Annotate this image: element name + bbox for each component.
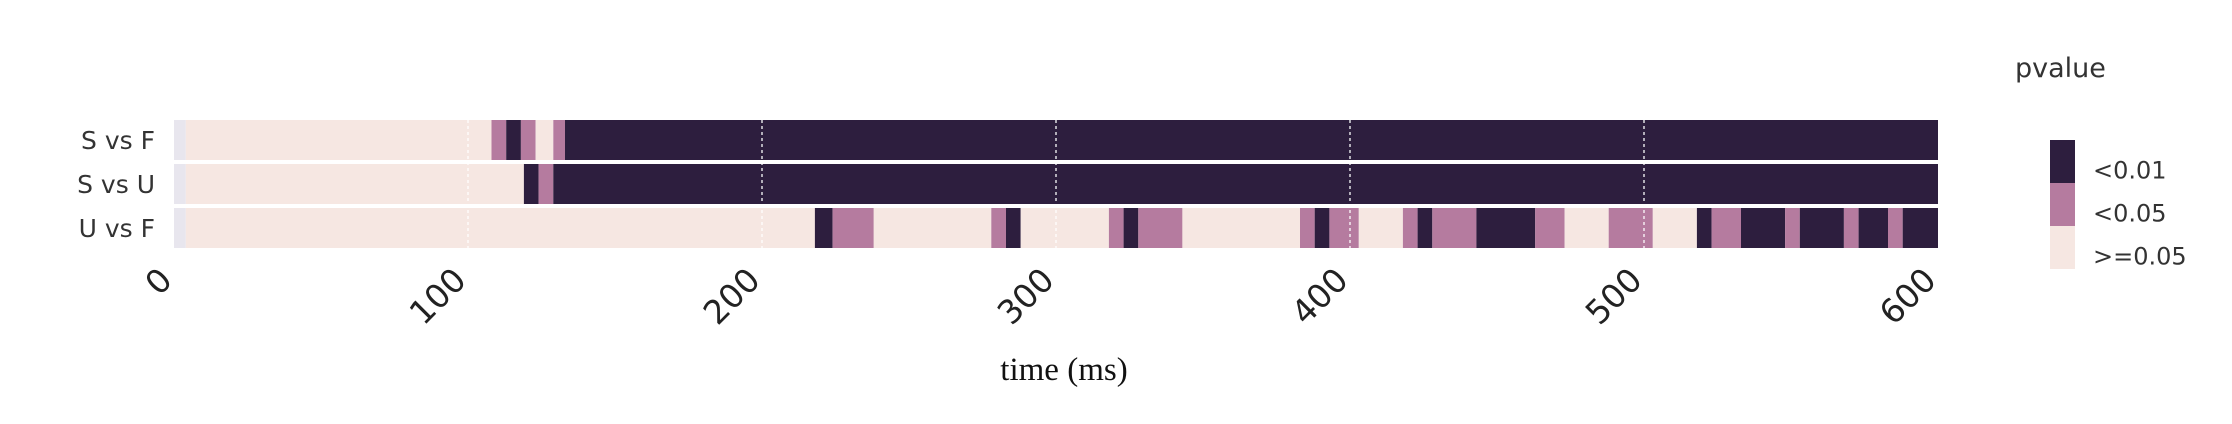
row-label: S vs U (77, 170, 155, 199)
legend-title: pvalue (2015, 53, 2106, 84)
heatmap-cell (1799, 208, 1844, 248)
heatmap-cell (185, 164, 524, 204)
heatmap-cell (1432, 208, 1477, 248)
heatmap-cell (185, 120, 492, 160)
heatmap-cell (174, 208, 186, 248)
heatmap-cell (491, 120, 507, 160)
row-label: U vs F (79, 214, 155, 243)
heatmap-cell (1741, 208, 1786, 248)
heatmap-cell (1843, 208, 1859, 248)
heatmap-cell (1535, 208, 1565, 248)
heatmap-cell (814, 208, 833, 248)
heatmap-cell (991, 208, 1006, 248)
heatmap-cell (1123, 208, 1139, 248)
legend-swatch (2050, 140, 2075, 183)
heatmap-cell (1182, 208, 1300, 248)
legend-label: <0.05 (2093, 200, 2167, 228)
heatmap-cell (1402, 208, 1418, 248)
heatmap-cell (520, 120, 536, 160)
heatmap-row (174, 120, 1938, 160)
heatmap-cell (1652, 208, 1697, 248)
row-label: S vs F (81, 126, 155, 155)
heatmap-cell (506, 120, 521, 160)
heatmap-cell (185, 208, 816, 248)
heatmap-cell (1476, 208, 1536, 248)
heatmap-cell (1696, 208, 1712, 248)
legend-label: >=0.05 (2093, 243, 2187, 271)
heatmap-cell (1902, 208, 1938, 248)
heatmap-cell (1711, 208, 1741, 248)
heatmap-cell (1300, 208, 1315, 248)
x-tick-label: 0 (137, 260, 179, 302)
heatmap-row (174, 208, 1938, 248)
heatmap-cell (1564, 208, 1609, 248)
row-labels: S vs F S vs U U vs F (77, 126, 155, 243)
heatmap-cell (535, 120, 554, 160)
x-axis-label: time (ms) (1000, 352, 1127, 388)
x-tick-label: 400 (1284, 260, 1356, 332)
legend-swatch (2050, 183, 2075, 226)
heatmap-cell (1358, 208, 1403, 248)
heatmap-cell (174, 120, 186, 160)
legend-swatch (2050, 226, 2075, 269)
heatmap-rows (174, 120, 1938, 248)
x-tick-label: 200 (696, 260, 768, 332)
heatmap-cell (1785, 208, 1800, 248)
heatmap-cell (1108, 208, 1124, 248)
heatmap-cell (523, 164, 539, 204)
heatmap-cell (1138, 208, 1183, 248)
x-tick-label: 100 (402, 260, 474, 332)
heatmap-cell (553, 120, 566, 160)
heatmap-cell (565, 120, 1938, 160)
legend-label: <0.01 (2093, 157, 2167, 185)
heatmap-cell (538, 164, 554, 204)
x-tick-label: 300 (990, 260, 1062, 332)
heatmap-cell (1020, 208, 1109, 248)
heatmap-cell (1608, 208, 1653, 248)
heatmap-cell (1314, 208, 1330, 248)
x-tick-labels: 0 100 200 300 400 500 600 (137, 260, 1943, 332)
heatmap-cell (1417, 208, 1433, 248)
heatmap-row (174, 164, 1938, 204)
heatmap-cell (1006, 208, 1021, 248)
heatmap-cell (553, 164, 1938, 204)
heatmap-cell (1858, 208, 1888, 248)
heatmap-cell (832, 208, 874, 248)
heatmap-cell (174, 164, 186, 204)
heatmap-cell (873, 208, 992, 248)
x-tick-label: 600 (1872, 260, 1944, 332)
x-tick-label: 500 (1578, 260, 1650, 332)
legend: pvalue <0.01 <0.05 >=0.05 (2015, 53, 2187, 271)
heatmap-cell (1888, 208, 1903, 248)
heatmap-cell (1329, 208, 1359, 248)
